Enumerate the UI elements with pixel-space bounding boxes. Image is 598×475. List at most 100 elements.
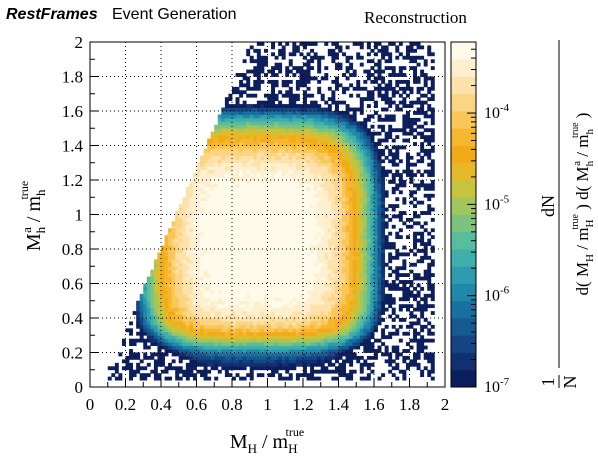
heatmap-cell <box>281 269 286 274</box>
heatmap-cell <box>232 328 236 333</box>
heatmap-cell <box>271 304 275 309</box>
heatmap-cell <box>235 255 240 260</box>
heatmap-cell <box>317 376 322 381</box>
heatmap-cell <box>334 121 339 126</box>
heatmap-cell <box>377 176 382 181</box>
heatmap-cell <box>235 214 240 219</box>
heatmap-cell <box>310 55 315 60</box>
heatmap-cell <box>139 324 144 329</box>
heatmap-cell <box>161 342 165 346</box>
heatmap-cell <box>175 321 180 326</box>
heatmap-cell <box>242 269 247 274</box>
heatmap-cell <box>214 338 219 343</box>
heatmap-cell <box>256 211 261 215</box>
heatmap-cell <box>196 304 201 309</box>
heatmap-cell <box>192 352 197 357</box>
heatmap-cell <box>207 231 212 236</box>
heatmap-cell <box>271 245 275 250</box>
heatmap-cell <box>288 273 293 277</box>
heatmap-cell <box>221 180 226 184</box>
heatmap-cell <box>345 231 350 236</box>
heatmap-cell <box>249 304 254 309</box>
heatmap-cell <box>249 148 254 153</box>
heatmap-cell <box>292 231 297 236</box>
heatmap-cell <box>267 345 272 350</box>
heatmap-cell <box>253 238 258 243</box>
heatmap-cell <box>281 231 286 236</box>
heatmap-cell <box>327 224 332 229</box>
heatmap-cell <box>239 138 244 143</box>
heatmap-cell <box>239 314 244 319</box>
heatmap-cell <box>125 328 130 333</box>
heatmap-cell <box>281 214 286 219</box>
heatmap-cell <box>359 221 364 226</box>
heatmap-cell <box>242 197 247 202</box>
heatmap-cell <box>256 124 261 129</box>
heatmap-cell <box>256 83 261 88</box>
heatmap-cell <box>253 352 258 357</box>
heatmap-cell <box>263 176 268 181</box>
heatmap-cell <box>224 324 229 329</box>
heatmap-cell <box>168 307 173 312</box>
heatmap-cell <box>334 286 339 291</box>
heatmap-cell <box>342 221 346 226</box>
heatmap-cell <box>327 207 332 212</box>
heatmap-cell <box>317 300 322 305</box>
heatmap-cell <box>267 207 272 212</box>
heatmap-cell <box>217 180 222 184</box>
heatmap-cell <box>356 300 361 305</box>
heatmap-cell <box>363 148 368 153</box>
heatmap-cell <box>366 148 371 153</box>
heatmap-cell <box>345 128 350 133</box>
heatmap-cell <box>306 145 311 150</box>
heatmap-cell <box>278 52 283 57</box>
heatmap-cell <box>366 211 371 215</box>
heatmap-cell <box>303 290 307 295</box>
heatmap-cell <box>150 300 155 305</box>
heatmap-cell <box>310 111 315 115</box>
heatmap-cell <box>200 359 204 364</box>
heatmap-cell <box>306 355 311 360</box>
heatmap-cell <box>150 273 155 277</box>
heatmap-cell <box>263 252 268 257</box>
heatmap-cell <box>164 345 169 350</box>
heatmap-cell <box>249 331 254 336</box>
heatmap-cell <box>210 152 215 157</box>
heatmap-cell <box>260 131 265 136</box>
heatmap-cell <box>324 355 329 360</box>
heatmap-cell <box>317 297 322 302</box>
heatmap-cell <box>324 111 329 115</box>
heatmap-cell <box>363 207 368 212</box>
heatmap-cell <box>342 362 346 367</box>
heatmap-cell <box>324 200 329 205</box>
heatmap-cell <box>150 311 155 315</box>
heatmap-cell <box>342 121 346 126</box>
heatmap-cell <box>303 90 307 95</box>
heatmap-cell <box>200 235 204 240</box>
heatmap-cell <box>217 124 222 129</box>
heatmap-cell <box>334 166 339 171</box>
heatmap-cell <box>317 283 322 288</box>
heatmap-cell <box>374 297 378 302</box>
heatmap-cell <box>271 117 275 122</box>
heatmap-cell <box>256 190 261 195</box>
heatmap-cell <box>249 328 254 333</box>
heatmap-cell <box>349 135 354 139</box>
heatmap-cell <box>292 214 297 219</box>
heatmap-cell <box>143 373 148 378</box>
heatmap-cell <box>235 318 240 322</box>
heatmap-cell <box>263 173 268 177</box>
heatmap-cell <box>285 366 290 371</box>
heatmap-cell <box>139 328 144 333</box>
heatmap-cell <box>338 338 343 343</box>
heatmap-cell <box>210 252 215 257</box>
heatmap-cell <box>320 193 325 198</box>
heatmap-cell <box>274 259 279 264</box>
heatmap-cell <box>352 276 357 281</box>
heatmap-cell <box>349 204 354 208</box>
heatmap-cell <box>182 207 187 212</box>
heatmap-cell <box>203 259 208 264</box>
heatmap-cell <box>299 345 304 350</box>
heatmap-cell <box>175 369 180 374</box>
heatmap-cell <box>313 349 318 353</box>
